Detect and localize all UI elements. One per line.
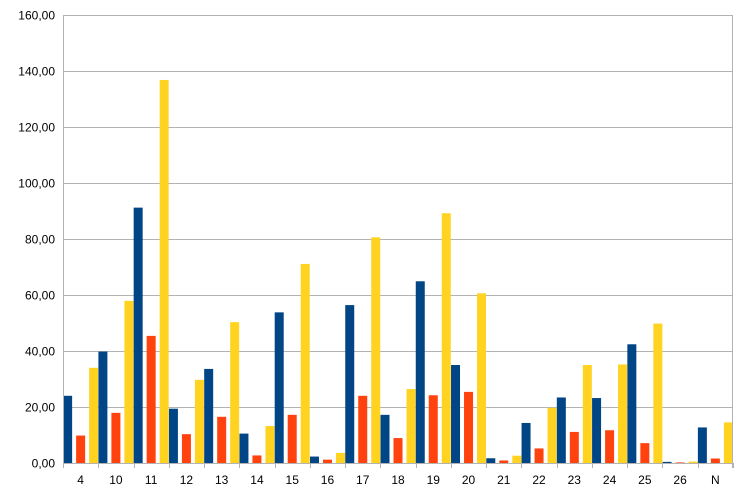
y-tick-label: 0,00 — [32, 457, 56, 471]
x-axis-tick-labels: 4 10 11 12 13 14 15 16 17 18 19 20 21 22 23 24 25 26 N — [77, 473, 719, 487]
gridlines — [63, 15, 733, 464]
bar-series-3-21 — [512, 455, 522, 463]
x-tick-label: 13 — [215, 473, 229, 487]
bar-series-1-14 — [239, 433, 249, 463]
bar-series-1-11 — [133, 207, 143, 463]
x-tick-label: N — [711, 473, 720, 487]
bar-series-2-15 — [287, 414, 297, 463]
bar-series-3-11 — [159, 79, 169, 464]
bar-series-1-15 — [274, 312, 284, 463]
bar-series-1-21 — [486, 458, 496, 463]
bar-series-2-12 — [181, 434, 191, 463]
bar-series-1-4 — [63, 395, 73, 463]
y-tick-label: 40,00 — [25, 345, 55, 359]
x-tick-label: 4 — [77, 473, 84, 487]
x-tick-label: 17 — [356, 473, 370, 487]
bar-series-2-13 — [217, 416, 227, 463]
x-tick-label: 22 — [532, 473, 546, 487]
x-tick-label: 14 — [250, 473, 264, 487]
bar-series-1-24 — [592, 398, 602, 463]
bar-series-1-25 — [627, 344, 637, 463]
y-tick-label: 140,00 — [18, 65, 55, 79]
x-tick-label: 23 — [568, 473, 582, 487]
bar-series-2-18 — [393, 438, 403, 463]
bar-series-1-19 — [415, 281, 425, 463]
x-tick-label: 11 — [145, 473, 158, 487]
bar-series-3-24 — [618, 364, 628, 463]
bar-series-1-10 — [98, 351, 108, 463]
x-tick-label: 21 — [497, 473, 511, 487]
x-tick-label: 18 — [391, 473, 405, 487]
bar-series-3-18 — [406, 389, 416, 463]
bar-series-2-23 — [569, 431, 579, 463]
bar-series-2-11 — [146, 335, 156, 463]
x-tick-label: 16 — [321, 473, 335, 487]
bar-series-2-14 — [252, 455, 262, 463]
x-tick-label: 10 — [109, 473, 123, 487]
bar-series-3-14 — [265, 426, 275, 463]
bar-series-3-22 — [547, 407, 557, 463]
bar-series-1-18 — [380, 414, 390, 463]
bar-series-3-N — [723, 422, 733, 463]
bar-series-2-10 — [111, 412, 121, 463]
y-tick-label: 120,00 — [18, 121, 55, 135]
bar-series-1-26 — [662, 461, 672, 463]
bar-series-2-19 — [428, 395, 438, 463]
axes — [63, 15, 734, 468]
bar-series-2-25 — [640, 443, 650, 463]
bars — [63, 79, 733, 464]
bar-series-3-12 — [194, 379, 204, 463]
bar-series-3-23 — [582, 365, 592, 463]
bar-series-2-4 — [76, 435, 86, 463]
x-tick-label: 25 — [638, 473, 652, 487]
bar-series-3-19 — [441, 213, 451, 463]
x-tick-label: 19 — [427, 473, 441, 487]
bar-series-1-12 — [168, 408, 178, 463]
x-tick-label: 12 — [180, 473, 194, 487]
bar-series-3-20 — [477, 293, 487, 463]
bar-series-1-23 — [556, 397, 566, 463]
bar-series-1-22 — [521, 422, 531, 463]
bar-series-3-4 — [89, 367, 99, 463]
bar-series-3-13 — [230, 322, 240, 463]
y-tick-label: 80,00 — [25, 233, 55, 247]
bar-series-1-20 — [451, 365, 461, 463]
bar-series-2-N — [710, 458, 720, 463]
bar-series-2-26 — [675, 462, 685, 463]
bar-series-1-16 — [309, 456, 319, 463]
y-tick-label: 60,00 — [25, 289, 55, 303]
bar-series-2-24 — [605, 430, 615, 463]
bar-series-1-13 — [204, 368, 214, 463]
bar-series-3-10 — [124, 300, 134, 463]
bar-series-3-26 — [688, 461, 698, 463]
bar-series-3-15 — [300, 263, 310, 463]
bar-series-2-22 — [534, 448, 544, 463]
x-tick-label: 26 — [673, 473, 687, 487]
bar-series-3-16 — [335, 452, 345, 463]
x-tick-label: 24 — [603, 473, 617, 487]
bar-series-3-17 — [371, 237, 381, 463]
bar-series-2-16 — [322, 459, 332, 463]
y-axis-tick-labels: 0,00 20,00 40,00 60,00 80,00 100,00 120,00 140,… — [18, 9, 55, 471]
y-tick-label: 20,00 — [25, 401, 55, 415]
x-tick-label: 15 — [286, 473, 300, 487]
bar-series-3-25 — [653, 323, 663, 463]
y-tick-label: 100,00 — [18, 177, 55, 191]
bar-series-2-21 — [499, 460, 509, 463]
bar-series-1-17 — [345, 305, 355, 463]
x-tick-label: 20 — [462, 473, 476, 487]
bar-series-2-20 — [464, 391, 474, 463]
bar-series-2-17 — [358, 395, 368, 463]
bar-series-1-N — [697, 427, 707, 463]
y-tick-label: 160,00 — [18, 9, 55, 23]
